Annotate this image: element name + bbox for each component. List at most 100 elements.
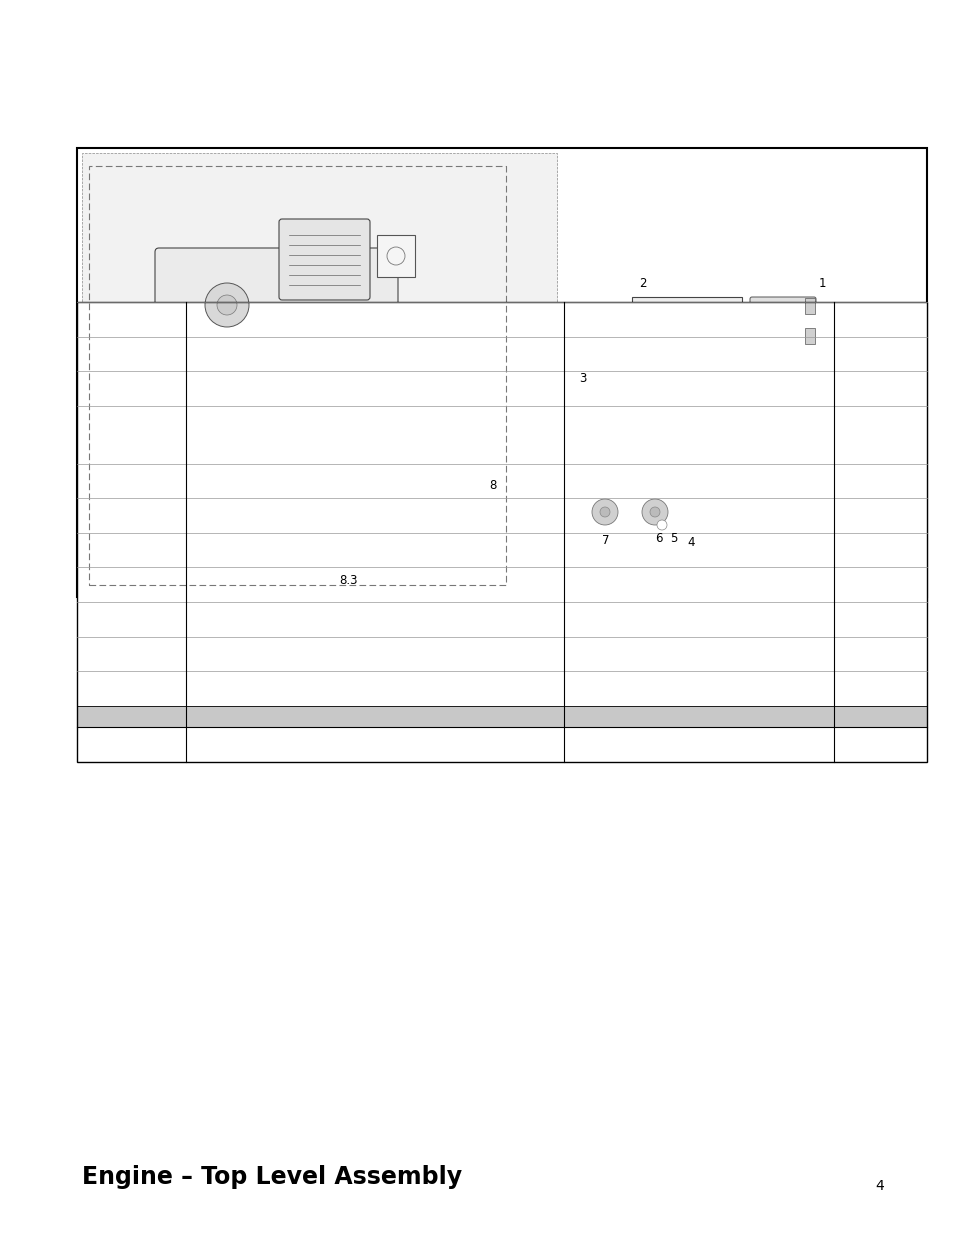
Text: A101015: A101015 [670, 347, 726, 361]
Text: Engine Sub-level Assembly w/
Labels: Engine Sub-level Assembly w/ Labels [193, 420, 380, 450]
Text: Engine – Top Level Assembly: Engine – Top Level Assembly [82, 1165, 461, 1189]
Text: PART  NO.: PART NO. [661, 739, 736, 751]
Text: 3: 3 [128, 613, 135, 626]
Bar [77, 303, 926, 336]
FancyBboxPatch shape [578, 391, 602, 445]
Text: 1: 1 [876, 543, 883, 557]
Bar [77, 727, 926, 762]
Text: A100441: A100441 [671, 647, 726, 661]
Bar [77, 601, 926, 636]
Bar [77, 671, 926, 705]
Bar [77, 534, 926, 568]
Bar [77, 148, 926, 597]
Text: 4: 4 [128, 578, 135, 592]
Text: A100979: A100979 [670, 312, 726, 326]
Bar [332, 510, 350, 576]
FancyBboxPatch shape [154, 248, 397, 370]
Bar [804, 298, 814, 314]
FancyBboxPatch shape [631, 296, 741, 391]
Text: 2: 2 [128, 647, 135, 661]
Bar [77, 568, 926, 601]
Text: 5: 5 [128, 543, 135, 557]
FancyBboxPatch shape [690, 492, 704, 543]
Text: REF. NO.: REF. NO. [99, 739, 163, 751]
Bar [631, 362, 661, 391]
Text: 1: 1 [876, 429, 883, 441]
Text: 2: 2 [876, 682, 883, 695]
Text: 1: 1 [876, 578, 883, 592]
Text: 7: 7 [601, 534, 609, 547]
Text: Spacer, Sleeve: Spacer, Sleeve [193, 613, 286, 626]
FancyBboxPatch shape [749, 327, 815, 345]
Text: 2: 2 [639, 277, 646, 290]
Text: See Page 15: See Page 15 [659, 382, 738, 395]
Bar [77, 303, 926, 762]
Circle shape [216, 295, 236, 315]
Circle shape [599, 508, 609, 517]
Text: 1: 1 [876, 347, 883, 361]
Bar [77, 464, 926, 499]
Text: Bolt, M8X66: Bolt, M8X66 [193, 682, 268, 695]
Text: Pulley, Half  "V": Pulley, Half "V" [193, 474, 291, 488]
Text: 1: 1 [876, 312, 883, 326]
Circle shape [649, 513, 673, 537]
Text: 5: 5 [669, 532, 677, 545]
Text: A100447: A100447 [670, 474, 726, 488]
Text: 8.2: 8.2 [121, 347, 141, 361]
Text: A101140: A101140 [671, 429, 726, 441]
Text: 3: 3 [578, 372, 586, 385]
FancyBboxPatch shape [278, 219, 370, 300]
Circle shape [573, 480, 637, 543]
Bar [89, 165, 505, 585]
Text: A100443: A100443 [671, 682, 726, 695]
Text: Cover, Engine Pulley: Cover, Engine Pulley [193, 647, 321, 661]
Text: DESCRIPTION: DESCRIPTION [324, 739, 425, 751]
Bar [82, 153, 557, 592]
Bar [376, 235, 415, 277]
Circle shape [592, 499, 618, 525]
Text: Oil Hang Tag - Fuel Tank: Oil Hang Tag - Fuel Tank [193, 347, 342, 361]
Bar [77, 336, 926, 370]
Bar [77, 705, 926, 727]
Text: 8.3: 8.3 [338, 574, 357, 587]
Text: Spring Washer 8: Spring Washer 8 [193, 543, 295, 557]
Text: 4: 4 [874, 1179, 883, 1193]
Text: 1: 1 [876, 647, 883, 661]
Text: 7: 7 [128, 474, 135, 488]
FancyBboxPatch shape [608, 391, 633, 445]
Text: 1: 1 [818, 277, 825, 290]
Text: Bolt, M8*1-20: Bolt, M8*1-20 [193, 578, 278, 592]
Text: A100446: A100446 [671, 509, 726, 522]
Bar [77, 370, 926, 405]
FancyBboxPatch shape [749, 296, 815, 314]
Text: A100445: A100445 [670, 543, 726, 557]
Text: Engine Sub-Level Assembly: Engine Sub-Level Assembly [193, 382, 365, 395]
Text: A100444: A100444 [671, 578, 726, 592]
Text: 8.3: 8.3 [121, 312, 141, 326]
Circle shape [657, 520, 666, 530]
Text: 8: 8 [128, 429, 135, 441]
Text: 2: 2 [876, 613, 883, 626]
Text: 1: 1 [128, 682, 135, 695]
Text: 6: 6 [655, 532, 661, 545]
Bar [804, 327, 814, 343]
Circle shape [205, 283, 249, 327]
Text: 6: 6 [128, 509, 135, 522]
Text: 8: 8 [489, 479, 496, 492]
Bar [77, 405, 926, 464]
Text: Oil Hang Tag - Oil Dipstick: Oil Hang Tag - Oil Dipstick [193, 312, 355, 326]
Text: QTY: QTY [864, 739, 895, 751]
Text: 1: 1 [876, 382, 883, 395]
Text: 8.1: 8.1 [121, 382, 141, 395]
Text: A100442: A100442 [671, 613, 726, 626]
Text: 1: 1 [876, 509, 883, 522]
Text: 4: 4 [686, 536, 694, 550]
Text: Flatwasher: Flatwasher [193, 509, 261, 522]
Circle shape [641, 499, 667, 525]
Bar [187, 367, 336, 513]
Circle shape [649, 508, 659, 517]
Text: 2: 2 [876, 474, 883, 488]
Circle shape [622, 480, 686, 543]
Circle shape [157, 477, 187, 506]
Bar [77, 499, 926, 534]
